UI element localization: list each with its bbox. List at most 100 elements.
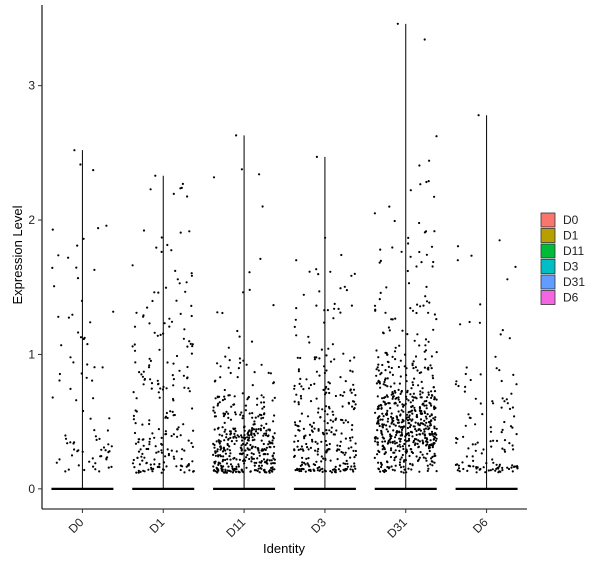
point (418, 470, 421, 473)
point (462, 467, 465, 471)
point (321, 467, 324, 470)
point (303, 437, 306, 440)
point (389, 433, 392, 436)
point (244, 449, 247, 452)
point (254, 446, 257, 449)
point (414, 428, 417, 431)
point (188, 230, 191, 233)
point (228, 445, 231, 448)
point (246, 453, 249, 457)
point (82, 409, 85, 413)
point (229, 433, 232, 436)
point (229, 463, 233, 466)
point (298, 468, 301, 471)
point (314, 463, 317, 467)
point (401, 453, 404, 457)
point (133, 431, 137, 435)
point (422, 456, 425, 459)
point (264, 453, 267, 456)
point (421, 391, 424, 394)
point (248, 271, 251, 274)
point (393, 459, 396, 462)
point (498, 463, 501, 466)
point (308, 341, 311, 344)
point (472, 465, 475, 468)
point (412, 367, 415, 370)
point (162, 461, 166, 464)
point (242, 436, 245, 439)
point (415, 311, 418, 315)
point (238, 335, 241, 338)
point (418, 250, 421, 254)
point (51, 266, 54, 269)
point (427, 393, 430, 396)
point (75, 266, 78, 269)
point (411, 435, 414, 438)
point (324, 236, 327, 239)
point (238, 452, 242, 455)
point (383, 446, 386, 449)
point (352, 383, 355, 386)
point (425, 180, 428, 184)
point (430, 444, 433, 447)
point (261, 448, 264, 451)
point (273, 445, 276, 448)
point (222, 455, 225, 458)
point (377, 461, 380, 464)
point (337, 468, 340, 471)
point (227, 465, 230, 468)
point (166, 361, 169, 364)
point (381, 397, 384, 400)
point (343, 469, 346, 472)
point (323, 321, 326, 324)
point (515, 433, 518, 436)
point (435, 437, 438, 440)
point (176, 278, 179, 281)
point (409, 393, 412, 396)
point (135, 410, 138, 413)
point (495, 367, 498, 370)
point (411, 412, 414, 415)
point (464, 372, 467, 376)
point (150, 466, 153, 469)
point (316, 442, 319, 445)
point (399, 440, 402, 443)
point (434, 439, 438, 442)
point (396, 22, 399, 25)
point (318, 469, 321, 472)
point (221, 399, 224, 402)
point (215, 467, 218, 470)
point (395, 416, 399, 419)
point (244, 409, 247, 412)
point (180, 457, 183, 461)
point (221, 450, 225, 453)
point (373, 212, 376, 215)
point (82, 237, 85, 240)
point (154, 445, 157, 448)
point (325, 391, 328, 394)
point (220, 464, 223, 467)
point (432, 442, 435, 445)
point (315, 460, 318, 463)
point (388, 329, 391, 332)
point (298, 420, 302, 423)
point (51, 228, 54, 231)
point (328, 429, 331, 432)
point (400, 456, 403, 459)
point (235, 436, 238, 439)
point (253, 371, 256, 374)
point (183, 449, 186, 452)
point (265, 446, 268, 449)
point (132, 418, 135, 421)
point (231, 471, 234, 474)
point (380, 371, 383, 374)
point (262, 413, 266, 416)
point (185, 281, 188, 284)
point (343, 285, 346, 288)
point (381, 425, 384, 428)
point (248, 436, 251, 439)
point (260, 424, 263, 427)
series-D0 (51, 149, 115, 490)
point (407, 467, 410, 470)
point (402, 465, 405, 468)
